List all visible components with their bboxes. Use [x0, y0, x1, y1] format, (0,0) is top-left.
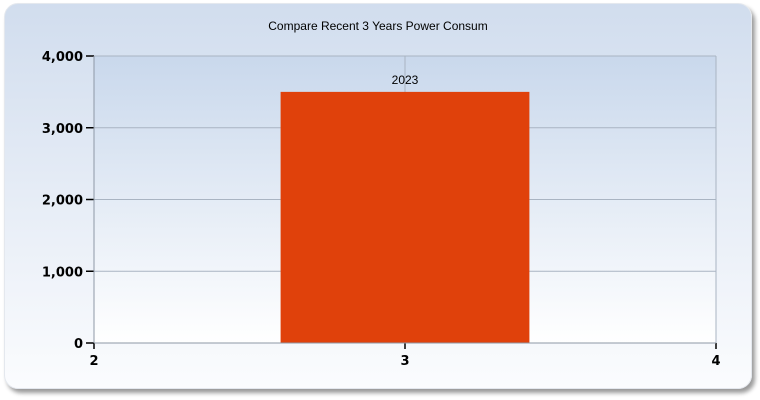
x-tick-label: 3 — [400, 354, 409, 369]
y-tick-label: 4,000 — [42, 50, 83, 65]
x-tick-label: 2 — [89, 354, 98, 369]
y-tick-label: 2,000 — [42, 194, 83, 209]
bar — [280, 91, 530, 343]
y-tick-label: 1,000 — [42, 265, 83, 280]
y-tick-label: 3,000 — [42, 122, 83, 137]
y-tick-label: 0 — [74, 337, 83, 352]
x-tick-label: 4 — [711, 354, 720, 369]
chart-title: Compare Recent 3 Years Power Consum — [268, 19, 487, 33]
bar-data-label: 2023 — [392, 73, 419, 87]
